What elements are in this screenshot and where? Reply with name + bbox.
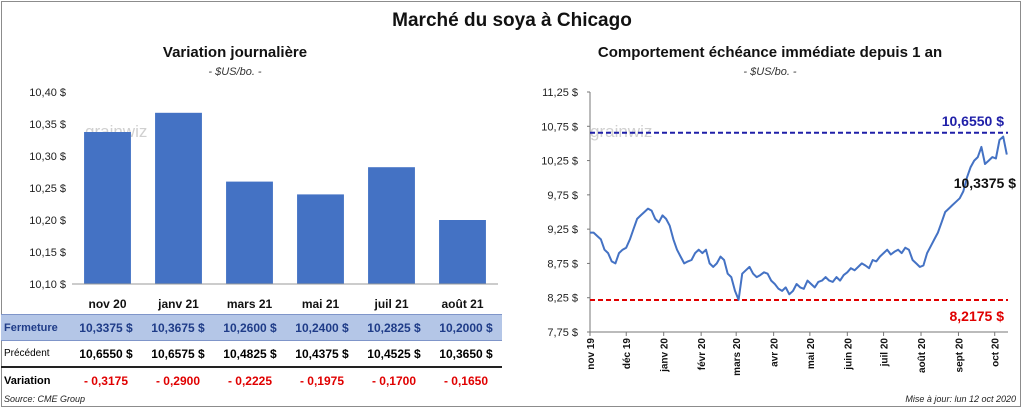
table-cell: 10,2600 $ <box>214 314 286 341</box>
min-label: 8,2175 $ <box>950 308 1005 324</box>
line-chart: grainwiz 7,75 $ 8,25 $ 8,75 $ 9,25 $ 9,75 $ 10… <box>541 87 1016 376</box>
source-note: Source: CME Group <box>4 394 86 404</box>
x-tick-label: févr 20 <box>697 338 708 371</box>
x-tick-label: janv 21 <box>157 297 199 311</box>
x-tick-label: juil 20 <box>880 338 891 368</box>
table-cell: 10,4525 $ <box>358 340 430 368</box>
table-row-variation: Variation - 0,3175 - 0,2900 - 0,2225 - 0… <box>1 367 502 393</box>
y-tick-label: 7,75 $ <box>547 327 578 339</box>
table-cell: 10,2825 $ <box>358 314 430 341</box>
table-cell: 10,2000 $ <box>430 314 502 341</box>
table-cell: 10,2400 $ <box>286 314 358 341</box>
current-label: 10,3375 $ <box>954 175 1016 191</box>
x-tick-label: mai 21 <box>302 297 340 311</box>
table-cell: 10,6550 $ <box>70 340 142 368</box>
y-tick-label: 10,15 $ <box>29 247 66 259</box>
y-tick-label: 9,25 $ <box>547 224 578 236</box>
x-tick-label: sept 20 <box>954 338 965 373</box>
bar <box>84 132 131 284</box>
x-tick-label: juil 21 <box>373 297 408 311</box>
x-tick-label: août 20 <box>917 338 928 373</box>
y-tick-label: 10,40 $ <box>29 87 66 99</box>
x-tick-label: janv 20 <box>660 338 671 373</box>
row-label: Variation <box>4 374 51 387</box>
table-cell: 10,3375 $ <box>70 314 142 341</box>
table-cell: - 0,2900 <box>155 373 201 388</box>
right-chart-unit: - $US/bo. - <box>743 66 797 78</box>
bar <box>297 194 344 284</box>
x-tick-label: avr 20 <box>770 338 781 367</box>
bar <box>226 181 273 284</box>
x-tick-label: août 21 <box>441 297 483 311</box>
watermark: grainwiz <box>590 122 652 141</box>
x-tick-label: mai 20 <box>806 338 817 370</box>
row-label: Fermeture <box>1 314 70 341</box>
y-tick-label: 10,30 $ <box>29 151 66 163</box>
table-cell: - 0,1975 <box>299 373 345 388</box>
y-tick-label: 8,75 $ <box>547 258 578 270</box>
x-tick-label: nov 19 <box>586 338 597 370</box>
y-tick-label: 10,75 $ <box>541 121 578 133</box>
x-tick-label: oct 20 <box>991 338 1002 367</box>
y-tick-label: 10,10 $ <box>29 279 66 291</box>
x-tick-label: mars 20 <box>732 338 743 376</box>
row-label: Précédent <box>1 340 70 368</box>
main-title: Marché du soya à Chicago <box>392 10 632 31</box>
table-row-fermeture: Fermeture 10,3375 $ 10,3675 $ 10,2600 $ … <box>1 314 502 341</box>
update-note: Mise à jour: lun 12 oct 2020 <box>905 394 1016 404</box>
y-tick-label: 10,25 $ <box>29 183 66 195</box>
table-cell: 10,4825 $ <box>214 340 286 368</box>
y-tick-label: 10,25 $ <box>541 156 578 168</box>
right-chart-title: Comportement échéance immédiate depuis 1… <box>597 44 943 61</box>
y-tick-label: 10,35 $ <box>29 119 66 131</box>
x-tick-label: mars 21 <box>227 297 273 311</box>
table-cell: 10,3650 $ <box>430 340 502 368</box>
table-cell: 10,4375 $ <box>286 340 358 368</box>
y-tick-label: 10,20 $ <box>29 215 66 227</box>
table-cell: 10,6575 $ <box>142 340 214 368</box>
table-cell: - 0,1700 <box>371 373 417 388</box>
max-label: 10,6550 $ <box>942 113 1004 129</box>
y-tick-label: 11,25 $ <box>542 87 578 99</box>
bar <box>368 167 415 284</box>
left-chart-title: Variation journalière <box>162 44 308 61</box>
left-chart-unit: - $US/bo. - <box>208 66 262 78</box>
y-tick-label: 8,25 $ <box>547 293 578 305</box>
table-cell: - 0,2225 <box>227 373 273 388</box>
bar <box>439 220 486 284</box>
table-cell: - 0,1650 <box>443 373 489 388</box>
x-tick-label: juin 20 <box>843 338 854 371</box>
table-row-precedent: Précédent 10,6550 $ 10,6575 $ 10,4825 $ … <box>1 340 502 368</box>
table-cell: 10,3675 $ <box>142 314 214 341</box>
x-tick-label: déc 19 <box>622 338 633 370</box>
bar <box>155 112 202 284</box>
price-series-line <box>590 135 1008 301</box>
futures-table: Fermeture 10,3375 $ 10,3675 $ 10,2600 $ … <box>1 314 502 393</box>
x-tick-label: nov 20 <box>88 297 126 311</box>
y-tick-label: 9,75 $ <box>547 190 578 202</box>
table-cell: - 0,3175 <box>83 373 129 388</box>
